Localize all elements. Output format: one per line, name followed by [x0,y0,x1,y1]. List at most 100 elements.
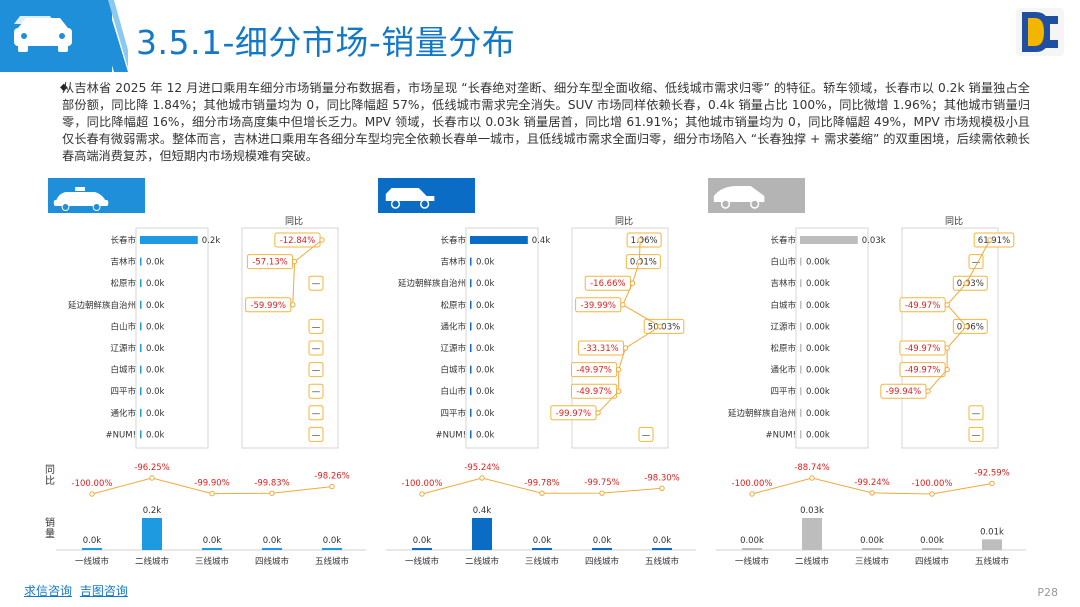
yoy-label-box [308,318,324,334]
yoy-label-box [625,254,661,270]
yoy-label-box [308,426,324,442]
city-bar [470,387,472,396]
tier-value-label: 0.00k [920,536,944,546]
city-bar [800,387,802,396]
tier-value-label: 0.03k [800,506,824,516]
city-value-label: 0.0k [476,366,495,376]
yoy-point [637,237,643,243]
yoy-point [925,388,931,394]
tier-value-label: 0.0k [203,536,222,546]
tier-value-label: 0.01k [980,527,1004,537]
yoy-label: 0.01% [630,258,657,268]
yoy-side-label: 同比 [45,465,55,487]
city-label: 白山市 [110,321,136,332]
city-label: 四平市 [440,408,466,419]
city-value-label: 0.0k [146,258,165,268]
yoy-box [571,227,669,449]
mpv-panel-header: MPV [708,178,1032,213]
city-label: 长春市 [440,235,466,246]
tier-yoy-point [929,491,935,497]
yoy-label: — [312,430,321,440]
city-label: 吉林市 [770,278,796,289]
tier-category-label: 一线城市 [735,556,770,567]
city-label: 松原市 [440,300,466,311]
city-value-label: 0.0k [476,344,495,354]
city-value-label: 0.00k [806,301,830,311]
city-value-label: 0.0k [476,322,495,332]
suv-panel: SUV 同比 长春市 0.4k 1.96% 吉林市 0.0k 0.01% 延边朝鲜族自治州 0.… [378,178,702,568]
yoy-label: — [972,430,981,440]
city-bar [470,300,472,309]
mpv-panel: MPV 同比 长春市 0.03k 61.91% 白山市 0.00k — 吉林市 0.00k 0.0… [708,178,1032,568]
tier-bar [922,548,942,550]
yoy-label-box [308,405,324,421]
city-bar [800,236,858,244]
city-value-label: 0.00k [806,279,830,289]
sedan-panel-title: 轿车 [222,185,257,205]
city-bar [140,279,142,288]
city-bar [470,236,528,244]
yoy-box [241,227,339,449]
city-bar [470,344,472,352]
city-label: 松原市 [770,343,796,354]
yoy-label: -33.31% [583,344,618,354]
city-bar [470,365,472,374]
tier-bar [862,548,882,550]
yoy-label: — [972,258,981,268]
yoy-label-box [626,232,662,248]
tier-yoy-label: -99.90% [194,479,229,489]
tier-value-label: 0.0k [323,536,342,546]
city-value-label: 0.03k [862,236,886,246]
city-value-label: 0.00k [806,430,830,440]
tier-category-label: 二线城市 [465,556,500,567]
city-bar [800,257,802,266]
tier-category-label: 一线城市 [75,556,110,567]
tier-yoy-label: -96.25% [134,463,169,473]
yoy-point [291,258,298,265]
tier-yoy-label: -99.75% [584,478,619,488]
yoy-label: 50.03% [648,322,680,332]
city-label: 延边朝鲜族自治州 [728,408,796,419]
footer-link-jitu[interactable]: 吉图咨询 [79,584,128,598]
tier-category-label: 五线城市 [975,556,1010,567]
tier-yoy-point [989,480,995,487]
title-car-block [0,0,112,72]
footer-links: 求信咨询 吉图咨询 [24,582,132,599]
tier-bar [82,548,102,550]
city-label: 松原市 [110,278,136,289]
tier-value-label: 0.0k [263,536,282,546]
tier-bar [412,548,432,550]
city-label: 通化市 [110,408,136,419]
yoy-label: -39.99% [580,301,615,311]
city-label: 白山市 [770,257,796,268]
yoy-label-box [308,340,324,356]
city-value-label: 0.0k [476,387,495,397]
yoy-column-header: 同比 [285,215,303,227]
yoy-label-box [968,405,984,421]
city-bar [140,257,142,266]
yoy-label: -57.13% [252,258,287,268]
city-bar [140,365,142,374]
tier-value-label: 0.00k [740,536,764,546]
footer-link-qiuxin[interactable]: 求信咨询 [24,584,73,598]
yoy-label: -99.97% [556,409,591,419]
yoy-label: — [312,366,321,376]
tier-bar [532,548,552,550]
tier-category-label: 五线城市 [315,556,350,567]
tier-yoy-point [599,490,605,496]
yoy-label: -99.94% [886,387,921,397]
yoy-label: -59.99% [250,301,285,311]
yoy-label-box [973,232,1015,248]
yoy-label-box [308,362,324,378]
yoy-line [292,239,323,305]
city-bar [800,365,802,374]
city-bar [140,387,142,396]
tier-category-label: 三线城市 [195,556,230,567]
city-value-label: 0.00k [806,258,830,268]
yoy-label: 1.96% [631,236,658,246]
city-label: 白城市 [770,300,796,311]
tier-value-label: 0.0k [593,536,612,546]
yoy-label: — [312,409,321,419]
yoy-column-header: 同比 [615,215,633,227]
yoy-point [319,237,325,243]
